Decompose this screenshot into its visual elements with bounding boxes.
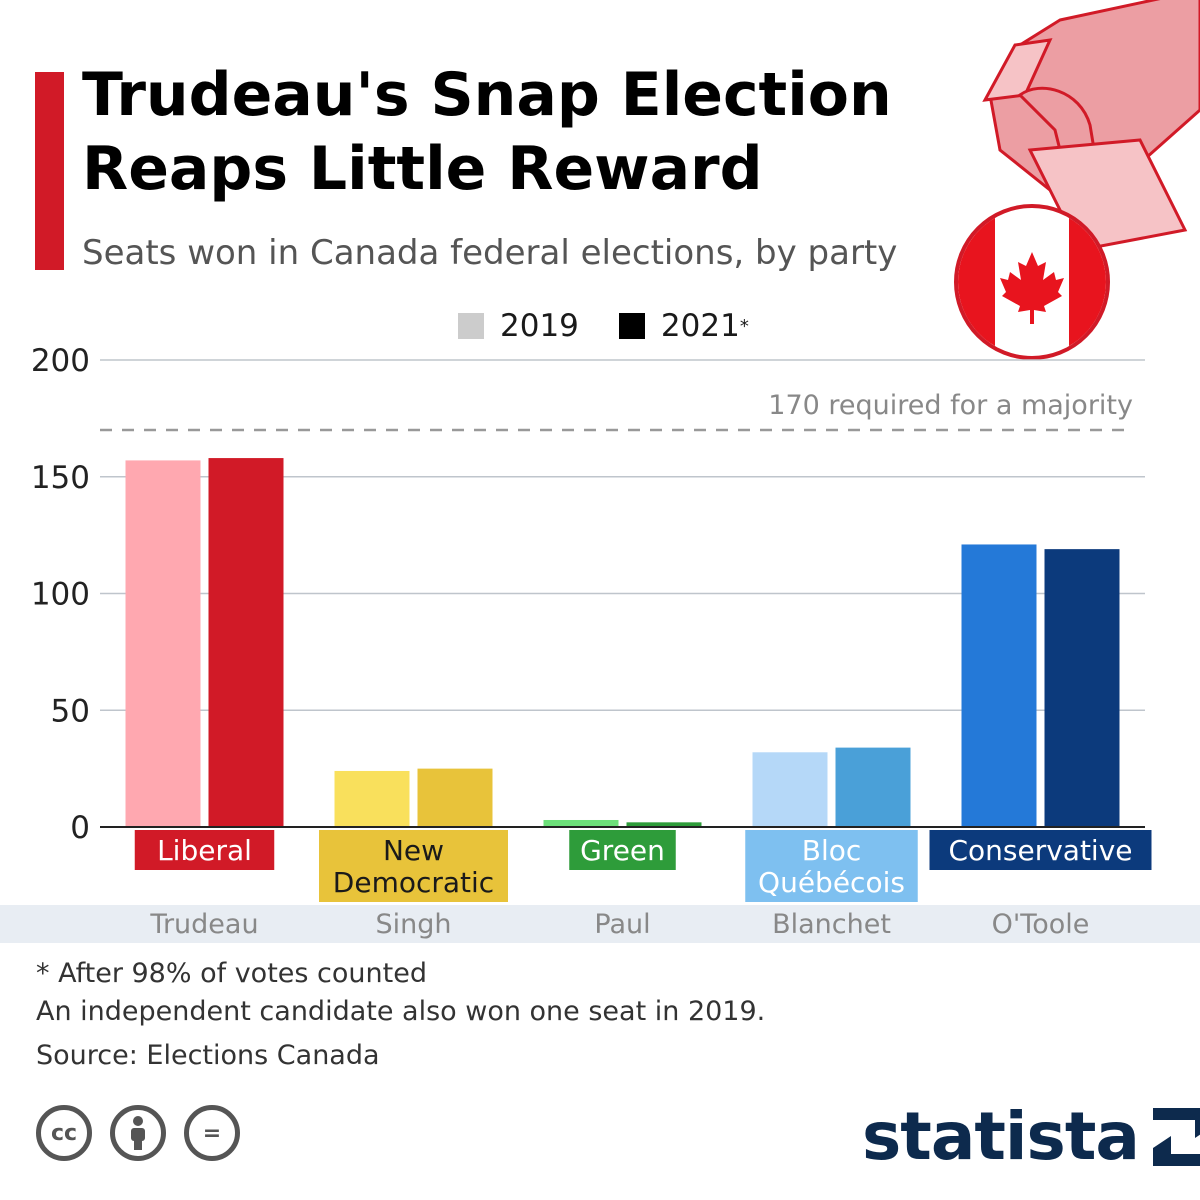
bar-2021 — [626, 822, 702, 827]
no-derivatives-icon-text: = — [202, 1120, 222, 1146]
category-label-box — [929, 830, 1152, 870]
category-label-box — [319, 830, 508, 902]
bar-2021 — [417, 768, 493, 827]
bar-2019 — [752, 752, 828, 827]
y-tick-label: 0 — [70, 810, 90, 846]
category-label: New — [383, 834, 444, 867]
bar-chart: 0 50 100 150 200 170 required for a majority L… — [31, 343, 1152, 940]
statista-mark-icon — [1152, 1107, 1200, 1166]
legend-label-2019: 2019 — [500, 308, 579, 344]
bar-2021 — [835, 747, 911, 827]
chart-subtitle: Seats won in Canada federal elections, b… — [82, 233, 898, 273]
attribution-icon[interactable] — [110, 1105, 166, 1161]
majority-label: 170 required for a majority — [768, 390, 1133, 421]
category-label: Bloc — [802, 834, 862, 867]
category-label: Conservative — [948, 834, 1132, 867]
legend-label-2021: 2021 — [660, 308, 740, 344]
category-label: Green — [580, 834, 665, 867]
source-note: Source: Elections Canada — [36, 1040, 380, 1071]
bar-2019 — [334, 770, 410, 827]
bar-2021 — [1044, 549, 1120, 827]
chart-title: Trudeau's Snap Election Reaps Little Rew… — [82, 60, 892, 204]
title-accent-bar — [35, 72, 64, 270]
leader-name-label: Trudeau — [149, 909, 258, 940]
ballot-flag-illustration — [954, 0, 1200, 360]
leader-name-label: Paul — [594, 909, 650, 940]
canada-flag-icon — [954, 204, 1110, 360]
statista-wordmark: statista — [862, 1098, 1140, 1175]
y-tick-label: 200 — [31, 343, 90, 379]
category-label: Democratic — [333, 866, 494, 899]
leader-name-label: Singh — [375, 909, 451, 940]
leader-name-label: O'Toole — [992, 909, 1090, 940]
category-label: Québécois — [758, 866, 905, 899]
y-tick-label: 150 — [31, 460, 90, 496]
category-label: Liberal — [157, 834, 252, 867]
legend-item-2021: 2021 * — [618, 308, 749, 344]
no-derivatives-icon[interactable]: = — [184, 1105, 240, 1161]
person-icon — [131, 1116, 145, 1150]
cc-icon-text: cc — [50, 1120, 78, 1146]
category-label-box — [569, 830, 676, 870]
statista-logo[interactable]: statista — [862, 1098, 1200, 1175]
footnote-votes-counted: * After 98% of votes counted — [36, 958, 427, 989]
y-tick-label: 100 — [31, 577, 90, 613]
bar-2019 — [961, 544, 1037, 827]
footnotes: * After 98% of votes counted An independ… — [36, 955, 765, 1075]
category-label-box — [745, 830, 918, 902]
y-tick-label: 50 — [51, 693, 90, 729]
leader-names-band — [0, 905, 1200, 943]
legend-swatch-2021 — [618, 313, 645, 339]
legend-asterisk: * — [739, 315, 749, 337]
legend-swatch-2019 — [458, 313, 484, 339]
category-label-box — [134, 830, 275, 870]
leader-name-label: Blanchet — [772, 909, 891, 940]
legend-item-2019: 2019 — [458, 308, 579, 344]
license-icons: cc = — [36, 1105, 258, 1161]
cc-icon[interactable]: cc — [36, 1105, 92, 1161]
bar-2019 — [125, 460, 201, 827]
legend: 2019 2021 * — [458, 308, 789, 344]
bar-2019 — [543, 819, 619, 827]
bar-2021 — [208, 458, 284, 827]
footnote-independent: An independent candidate also won one se… — [36, 996, 766, 1027]
